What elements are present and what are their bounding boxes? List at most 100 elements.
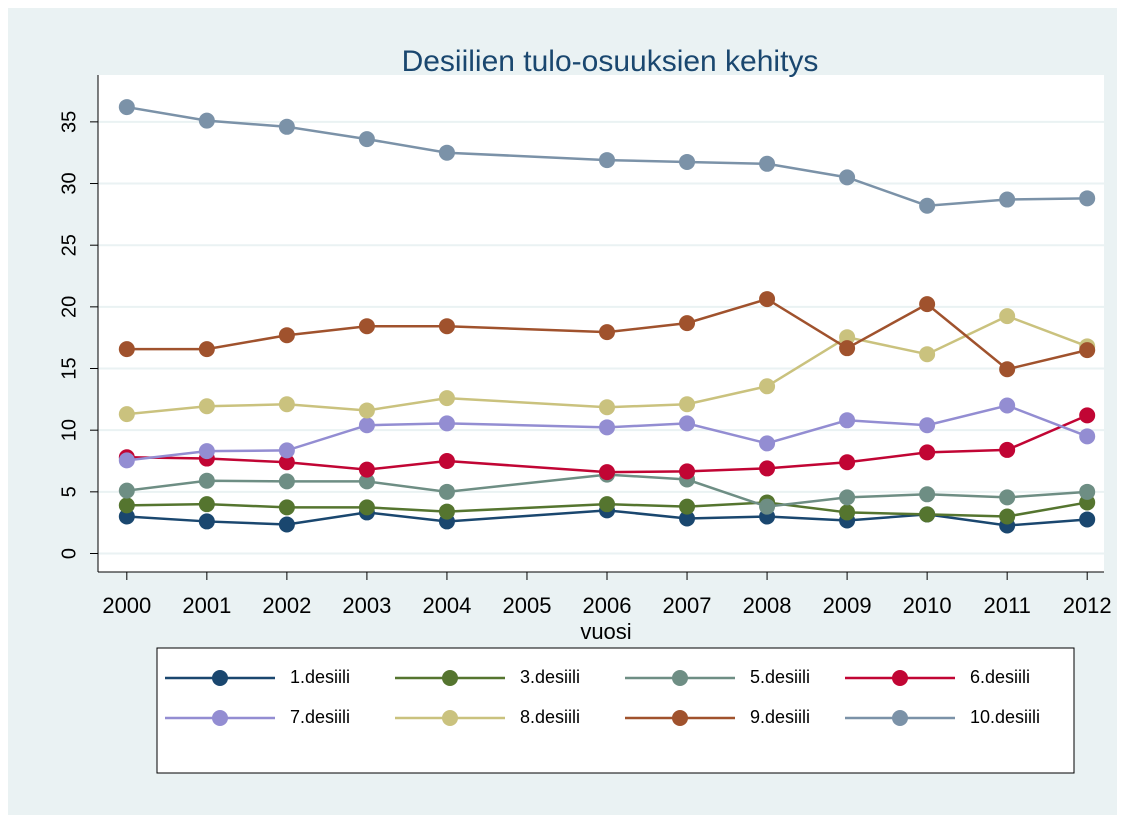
series-line — [126, 314, 1088, 416]
point — [118, 406, 135, 423]
series-line — [126, 297, 1088, 371]
point — [759, 378, 776, 395]
point — [599, 152, 616, 169]
point — [438, 318, 455, 335]
point — [1079, 428, 1096, 445]
series-line — [126, 105, 1088, 207]
x-tick-label: 2002 — [262, 593, 311, 618]
point — [278, 396, 295, 413]
point — [999, 191, 1016, 208]
point — [679, 315, 696, 332]
point — [438, 503, 455, 520]
legend-marker — [442, 670, 458, 686]
point — [1079, 190, 1096, 207]
series-line — [126, 473, 1088, 508]
x-tick-label: 2004 — [422, 593, 471, 618]
point — [438, 483, 455, 500]
point — [1079, 511, 1096, 528]
point — [759, 460, 776, 477]
x-tick-label: 2003 — [342, 593, 391, 618]
point — [999, 441, 1016, 458]
point — [679, 153, 696, 170]
x-axis-label: vuosi — [580, 619, 631, 644]
series-line — [126, 501, 1088, 518]
y-tick-label: 20 — [58, 296, 80, 318]
y-tick-label: 30 — [58, 172, 80, 194]
point — [358, 318, 375, 335]
point — [278, 454, 295, 471]
point — [358, 417, 375, 434]
x-tick-label: 2010 — [903, 593, 952, 618]
legend-marker — [892, 670, 908, 686]
point — [839, 329, 856, 346]
legend-label: 3.desiili — [520, 667, 580, 687]
x-tick-label: 2011 — [984, 593, 1031, 618]
point — [278, 327, 295, 344]
point — [438, 415, 455, 432]
y-tick-label: 15 — [58, 357, 80, 379]
x-tick-label: 2009 — [823, 593, 872, 618]
point — [278, 442, 295, 459]
point — [839, 340, 856, 357]
point — [599, 464, 616, 481]
point — [919, 346, 936, 363]
point — [278, 118, 295, 135]
point — [919, 197, 936, 214]
point — [278, 473, 295, 490]
legend-label: 7.desiili — [290, 707, 350, 727]
point — [839, 412, 856, 429]
point — [118, 482, 135, 499]
point — [198, 398, 215, 415]
series-line — [126, 414, 1088, 474]
point — [438, 390, 455, 407]
point — [358, 499, 375, 516]
point — [198, 496, 215, 513]
point — [999, 397, 1016, 414]
point — [438, 144, 455, 161]
legend-label: 8.desiili — [520, 707, 580, 727]
point — [759, 155, 776, 172]
point — [358, 461, 375, 478]
point — [198, 443, 215, 460]
point — [198, 472, 215, 489]
y-tick-label: 5 — [58, 486, 80, 497]
point — [118, 508, 135, 525]
x-tick-label: 2005 — [502, 593, 551, 618]
point — [679, 498, 696, 515]
point — [599, 496, 616, 513]
x-tick-label: 2007 — [663, 593, 712, 618]
point — [278, 499, 295, 516]
point — [599, 399, 616, 416]
x-tick-label: 2008 — [743, 593, 792, 618]
point — [999, 508, 1016, 525]
x-tick-label: 2000 — [102, 593, 151, 618]
point — [999, 308, 1016, 325]
point — [919, 444, 936, 461]
point — [438, 453, 455, 470]
point — [919, 417, 936, 434]
point — [1079, 407, 1096, 424]
point — [118, 497, 135, 514]
point — [358, 131, 375, 148]
chart-title: Desiilien tulo-osuuksien kehitys — [402, 45, 819, 78]
legend — [156, 647, 1075, 774]
point — [919, 296, 936, 313]
point — [839, 169, 856, 186]
legend-label: 1.desiili — [290, 667, 350, 687]
point — [198, 513, 215, 530]
point — [198, 112, 215, 129]
x-tick-label: 2001 — [182, 593, 231, 618]
point — [919, 506, 936, 523]
point — [839, 504, 856, 521]
y-tick-label: 35 — [58, 111, 80, 133]
y-tick-label: 25 — [58, 234, 80, 256]
series-line — [126, 404, 1088, 462]
legend-label: 9.desiili — [750, 707, 810, 727]
point — [118, 99, 135, 116]
point — [278, 516, 295, 533]
legend-marker — [892, 710, 908, 726]
point — [999, 361, 1016, 378]
x-tick-label: 2006 — [583, 593, 632, 618]
